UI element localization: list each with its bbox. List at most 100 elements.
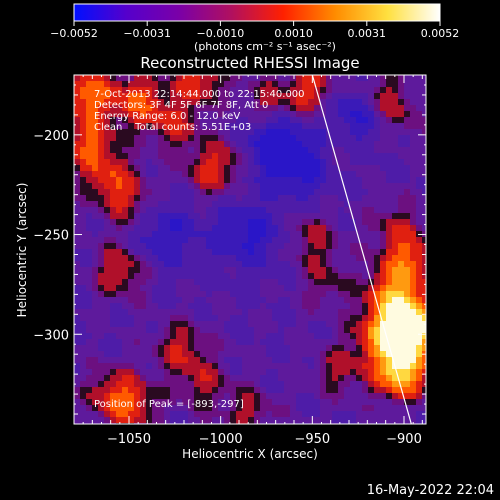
heatmap-cell [374,387,381,394]
heatmap-cell [392,381,399,388]
heatmap-cell [182,177,189,184]
heatmap-cell [398,249,405,256]
heatmap-cell [296,105,303,112]
heatmap-cell [284,375,291,382]
heatmap-cell [104,153,111,160]
heatmap-cell [368,237,375,244]
heatmap-cell [338,93,345,100]
heatmap-cell [416,351,423,358]
heatmap-cell [422,111,426,118]
heatmap-cell [200,177,207,184]
heatmap-cell [248,369,255,376]
heatmap-cell [218,87,225,94]
heatmap-cell [170,339,177,346]
heatmap-cell [134,243,141,250]
heatmap-cell [146,165,153,172]
heatmap-cell [128,333,135,340]
heatmap-cell [266,213,273,220]
heatmap-cell [194,123,201,130]
heatmap-cell [230,135,237,142]
heatmap-cell [206,393,213,400]
heatmap-cell [278,297,285,304]
heatmap-cell [362,189,369,196]
heatmap-cell [146,297,153,304]
heatmap-cell [248,111,255,118]
heatmap-cell [158,87,165,94]
heatmap-cell [320,291,327,298]
heatmap-cell [242,105,249,112]
heatmap-cell [350,135,357,142]
heatmap-cell [398,369,405,376]
heatmap-cell [284,387,291,394]
heatmap-cell [380,153,387,160]
heatmap-cell [368,309,375,316]
heatmap-cell [128,291,135,298]
heatmap-cell [140,297,147,304]
heatmap-cell [266,357,273,364]
heatmap-cell [92,225,99,232]
heatmap-cell [386,117,393,124]
heatmap-cell [398,273,405,280]
heatmap-cell [416,237,423,244]
heatmap-cell [116,405,123,412]
heatmap-cell [116,195,123,202]
heatmap-cell [320,297,327,304]
heatmap-cell [74,195,81,202]
heatmap-cell [212,291,219,298]
heatmap-cell [92,327,99,334]
heatmap-cell [362,303,369,310]
heatmap-cell [98,333,105,340]
heatmap-cell [386,411,393,418]
heatmap-cell [104,333,111,340]
heatmap-cell [176,297,183,304]
heatmap-cell [296,303,303,310]
heatmap-cell [278,315,285,322]
heatmap-cell [302,279,309,286]
heatmap-cell [386,405,393,412]
heatmap-cell [248,339,255,346]
heatmap-cell [104,81,111,88]
heatmap-cell [296,339,303,346]
heatmap-cell [380,297,387,304]
heatmap-cell [194,357,201,364]
heatmap-cell [380,243,387,250]
heatmap-cell [416,393,423,400]
heatmap-cell [230,189,237,196]
heatmap-cell [224,267,231,274]
heatmap-cell [242,129,249,136]
heatmap-cell [296,87,303,94]
heatmap-cell [236,381,243,388]
heatmap-cell [194,333,201,340]
heatmap-cell [398,183,405,190]
heatmap-cell [170,243,177,250]
heatmap-cell [110,249,117,256]
heatmap-cell [368,285,375,292]
heatmap-cell [182,159,189,166]
heatmap-cell [404,393,411,400]
heatmap-cell [98,405,105,412]
heatmap-cell [368,411,375,418]
heatmap-cell [320,93,327,100]
heatmap-cell [362,411,369,418]
heatmap-cell [200,183,207,190]
heatmap-cell [122,303,129,310]
heatmap-cell [308,393,315,400]
heatmap-cell [314,411,321,418]
heatmap-cell [386,195,393,202]
heatmap-cell [158,93,165,100]
heatmap-cell [242,387,249,394]
heatmap-cell [362,387,369,394]
heatmap-cell [374,273,381,280]
heatmap-cell [380,369,387,376]
y-tick-label: −200 [33,129,69,144]
heatmap-cell [308,189,315,196]
heatmap-cell [200,381,207,388]
heatmap-cell [266,375,273,382]
heatmap-cell [386,99,393,106]
heatmap-cell [392,165,399,172]
heatmap-cell [158,321,165,328]
heatmap-cell [134,129,141,136]
heatmap-cell [350,117,357,124]
heatmap-cell [86,219,93,226]
heatmap-cell [80,315,87,322]
